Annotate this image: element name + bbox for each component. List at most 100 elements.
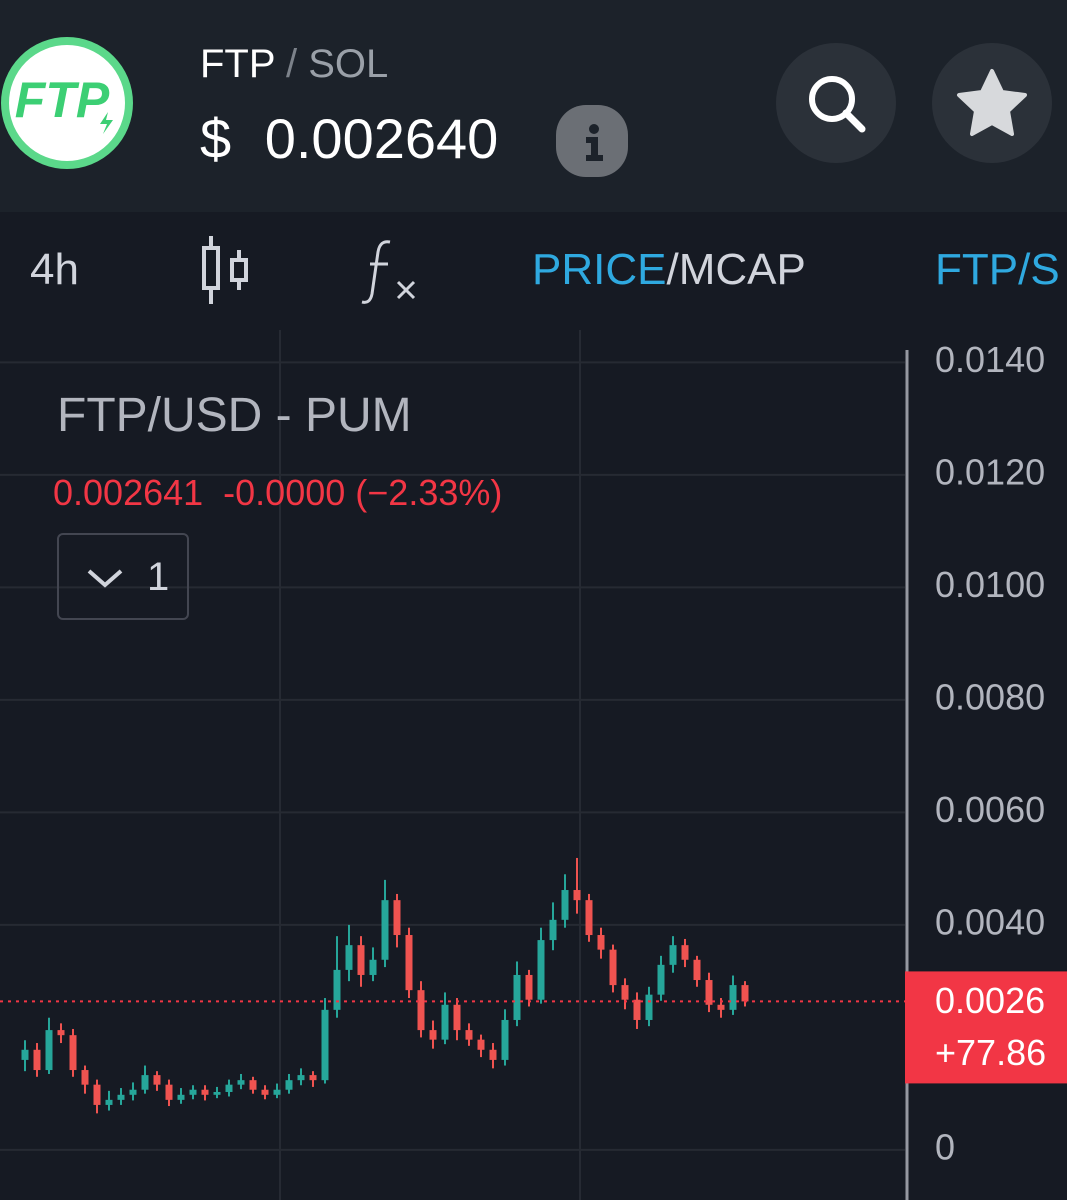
candle-body	[213, 1091, 221, 1095]
candle-body	[81, 1070, 89, 1085]
candle-body	[729, 985, 737, 1010]
candle-body	[405, 935, 413, 991]
price-value: 0.002640	[264, 107, 499, 170]
header: FTP FTP / SOL $ 0.002640	[0, 0, 1067, 212]
candle-body	[117, 1094, 125, 1100]
candle-body	[201, 1089, 209, 1095]
y-tick-label: 0.0080	[935, 676, 1045, 717]
candle-body	[177, 1094, 185, 1100]
separator: /	[285, 42, 298, 86]
y-tick-label: 0.0100	[935, 564, 1045, 605]
candle-body	[621, 985, 629, 1000]
candle-body	[501, 1019, 509, 1060]
candle-body	[645, 994, 653, 1020]
candle-body	[153, 1075, 161, 1085]
candle-body	[225, 1084, 233, 1092]
price-badge-label: 0.0026	[935, 980, 1045, 1021]
price-tab[interactable]: PRICE	[532, 245, 667, 294]
chart-title: FTP/USD - PUM	[57, 389, 412, 442]
candle-body	[657, 964, 665, 995]
y-tick-label: 0.0060	[935, 789, 1045, 830]
change-percent: (−2.33%)	[355, 472, 503, 513]
search-button[interactable]	[776, 43, 896, 163]
candle-body	[489, 1049, 497, 1060]
mcap-tab[interactable]: MCAP	[678, 245, 806, 294]
candle-body	[129, 1089, 137, 1095]
candle-body	[669, 945, 677, 965]
base: FTP	[200, 42, 275, 86]
candle-body	[369, 959, 377, 975]
pair: FTP / SOL	[200, 42, 388, 87]
y-tick-label: 0	[935, 1126, 955, 1167]
candle-body	[321, 1009, 329, 1081]
y-tick-label: 0.0140	[935, 339, 1045, 380]
indicator-toggle[interactable]: 1	[57, 533, 189, 620]
candle-body	[693, 959, 701, 981]
candle-body	[273, 1089, 281, 1095]
candle-body	[741, 985, 749, 1002]
candle-body	[633, 999, 641, 1020]
candle-body	[441, 1004, 449, 1040]
candle-body	[57, 1030, 65, 1036]
candle-body	[333, 969, 341, 1010]
price-badge-change: +77.86	[935, 1032, 1046, 1073]
candle-body	[597, 935, 605, 950]
candle-body	[477, 1039, 485, 1050]
candle-body	[717, 1004, 725, 1010]
candle-body	[681, 945, 689, 960]
candle-body	[573, 890, 581, 901]
info-button[interactable]	[556, 105, 628, 177]
candle-body	[261, 1089, 269, 1095]
candle-body	[141, 1075, 149, 1090]
candle-body	[165, 1084, 173, 1100]
logo-text: FTP	[15, 72, 110, 128]
quote: SOL	[308, 42, 389, 86]
candle-body	[561, 890, 569, 920]
candle-body	[465, 1030, 473, 1040]
candle-body	[381, 900, 389, 960]
candle-body	[705, 980, 713, 1005]
candle-body	[297, 1075, 305, 1081]
indicators-button[interactable]	[360, 236, 424, 306]
pair-tab[interactable]: FTP/S	[935, 245, 1060, 294]
candle-body	[345, 945, 353, 970]
candle-body	[549, 919, 557, 941]
candle-body	[21, 1049, 29, 1060]
y-tick-label: 0.0040	[935, 901, 1045, 942]
candle-body	[357, 945, 365, 975]
candle-body	[453, 1004, 461, 1031]
candle-body	[393, 900, 401, 936]
candle-body	[93, 1084, 101, 1105]
interval-tab[interactable]: 4h	[30, 245, 79, 294]
currency: $	[200, 107, 232, 170]
candle-body	[585, 900, 593, 936]
price: $ 0.002640	[200, 106, 498, 171]
candle-body	[33, 1049, 41, 1071]
y-tick-label: 0.0120	[935, 451, 1045, 492]
price-mcap-toggle[interactable]: PRICE/MCAP	[532, 245, 806, 295]
candle-body	[45, 1030, 53, 1071]
candle-body	[429, 1030, 437, 1040]
last-value: 0.002641	[53, 472, 204, 513]
price-badge	[905, 971, 1067, 1084]
candle-body	[537, 940, 545, 1000]
favorite-button[interactable]	[928, 43, 1056, 163]
candle-body	[513, 974, 521, 1020]
candle-body	[105, 1099, 113, 1105]
candle-body	[237, 1080, 245, 1085]
logo: FTP	[1, 37, 133, 169]
tab-separator: /	[666, 245, 679, 294]
candle-body	[609, 949, 617, 986]
chevron	[87, 569, 123, 588]
candle-body	[525, 974, 533, 1000]
legend-values: 0.002641 -0.0000 (−2.33%)	[53, 472, 502, 514]
candle-type-button[interactable]	[195, 232, 255, 308]
change-value: -0.0000	[223, 472, 346, 513]
candle-body	[417, 990, 425, 1031]
candle-body	[309, 1075, 317, 1081]
indicator-count: 1	[147, 555, 170, 599]
candle-body	[69, 1035, 77, 1071]
candle-body	[249, 1080, 257, 1090]
candle-body	[189, 1089, 197, 1095]
